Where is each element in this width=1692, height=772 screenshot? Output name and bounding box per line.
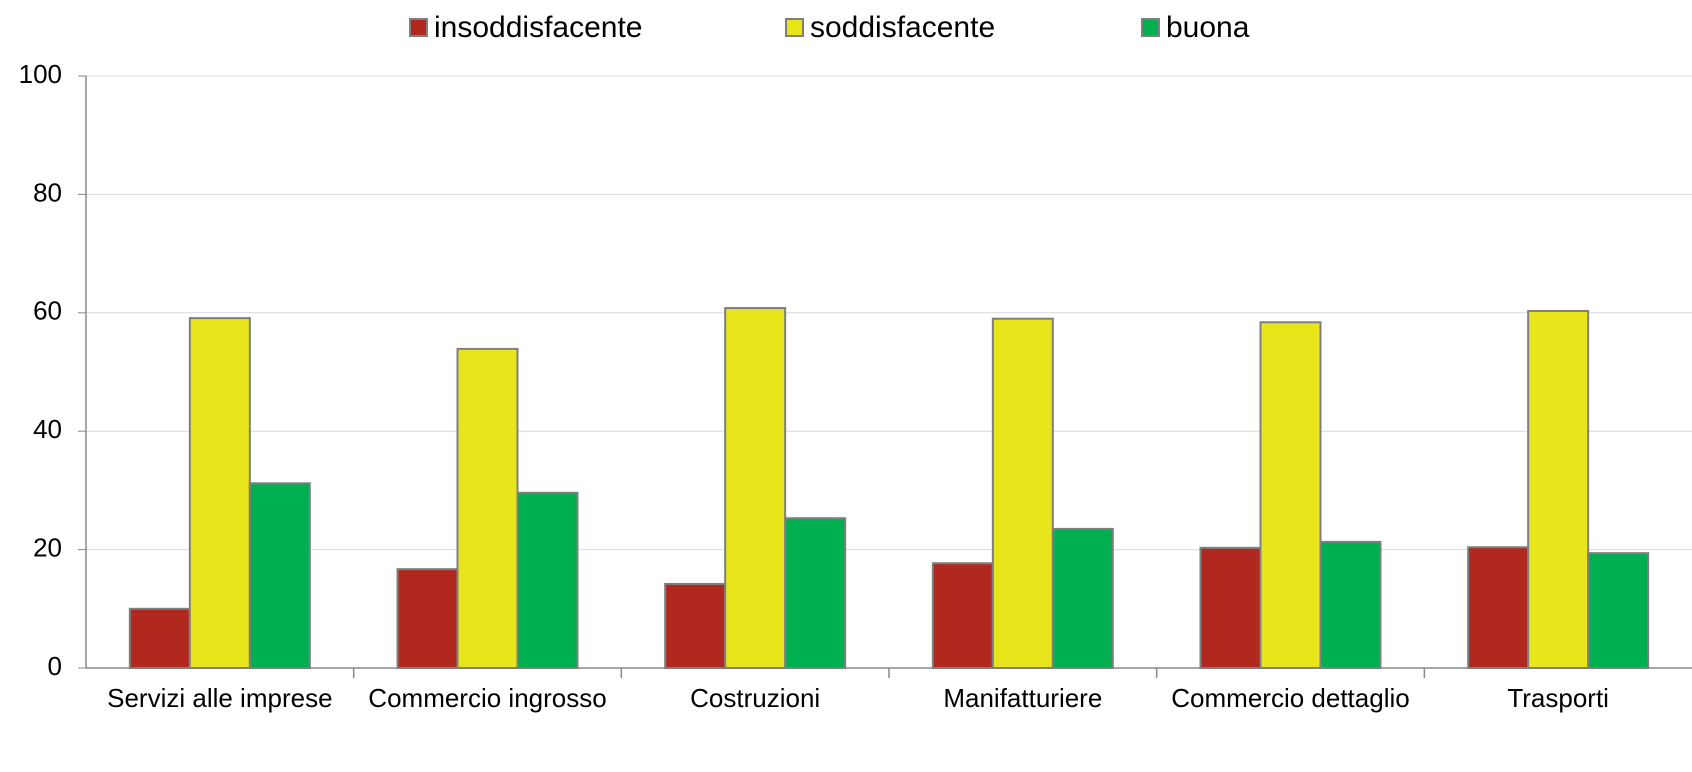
legend-swatch bbox=[1141, 18, 1160, 37]
bar bbox=[1199, 546, 1262, 669]
bar bbox=[248, 482, 311, 669]
legend-label: buona bbox=[1166, 11, 1250, 44]
bar bbox=[396, 568, 459, 669]
bar bbox=[1587, 552, 1650, 669]
x-tick-label: Trasporti bbox=[1507, 683, 1609, 713]
bar bbox=[128, 607, 191, 669]
bar bbox=[456, 347, 519, 669]
bar bbox=[724, 307, 787, 669]
bar bbox=[1051, 527, 1114, 669]
y-tick-label: 80 bbox=[33, 177, 62, 207]
x-tick-label: Costruzioni bbox=[690, 683, 820, 713]
bar bbox=[516, 491, 579, 669]
x-tick-label: Servizi alle imprese bbox=[107, 683, 332, 713]
legend-label: soddisfacente bbox=[810, 11, 995, 44]
y-tick-label: 0 bbox=[48, 651, 62, 681]
bar bbox=[1259, 321, 1322, 669]
bar bbox=[1527, 310, 1590, 669]
x-tick-label: Commercio ingrosso bbox=[368, 683, 606, 713]
y-tick-label: 60 bbox=[33, 296, 62, 326]
bar bbox=[991, 317, 1054, 669]
bar bbox=[931, 562, 994, 669]
legend-label: insoddisfacente bbox=[434, 11, 642, 44]
x-tick-label: Commercio dettaglio bbox=[1171, 683, 1409, 713]
bar bbox=[1467, 546, 1530, 669]
bar bbox=[188, 317, 251, 669]
bar bbox=[784, 517, 847, 669]
y-tick-label: 20 bbox=[33, 532, 62, 562]
y-tick-label: 100 bbox=[19, 59, 62, 89]
x-tick-label: Manifatturiere bbox=[943, 683, 1102, 713]
bar bbox=[1319, 540, 1382, 669]
legend-swatch bbox=[409, 18, 428, 37]
legend-swatch bbox=[785, 18, 804, 37]
bar bbox=[664, 582, 727, 669]
y-tick-label: 40 bbox=[33, 414, 62, 444]
